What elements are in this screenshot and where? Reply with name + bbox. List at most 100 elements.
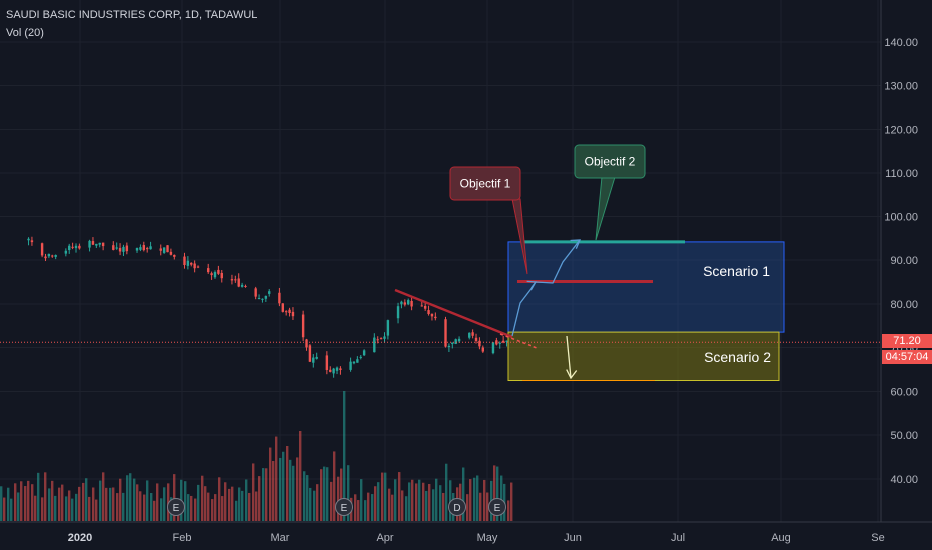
x-tick-label: Se bbox=[871, 532, 884, 544]
objectif-1-callout-text: Objectif 1 bbox=[460, 177, 511, 191]
candle-body bbox=[373, 337, 376, 353]
candle-body bbox=[240, 284, 244, 287]
candle-body bbox=[468, 332, 471, 338]
y-tick-label: 50.00 bbox=[890, 430, 918, 442]
candle-body bbox=[332, 368, 335, 374]
volume-bar bbox=[323, 466, 326, 521]
candle-body bbox=[257, 298, 261, 300]
volume-bar bbox=[71, 498, 74, 521]
volume-bar bbox=[129, 473, 132, 521]
price-axis: 140.00 130.00 120.00 110.00 100.00 90.00 80.00… bbox=[880, 0, 932, 550]
candle-body bbox=[454, 339, 457, 344]
candle-body bbox=[278, 292, 281, 304]
volume-bar bbox=[401, 490, 404, 521]
candle-body bbox=[362, 350, 366, 356]
candle-body bbox=[325, 355, 329, 370]
candle-body bbox=[386, 320, 390, 336]
candle-body bbox=[301, 314, 305, 338]
event-marker-text: E bbox=[494, 503, 501, 514]
candle-body bbox=[400, 301, 403, 305]
candles bbox=[27, 236, 508, 378]
volume-bar bbox=[483, 479, 486, 521]
trend-projection-line bbox=[499, 333, 538, 349]
candle-body bbox=[505, 340, 508, 342]
volume-bar bbox=[58, 487, 61, 521]
candle-body bbox=[118, 247, 122, 252]
last-price-tag: 71.20 bbox=[882, 334, 932, 348]
volume-bar bbox=[221, 496, 224, 521]
volume-bar bbox=[473, 477, 476, 521]
volume-bar bbox=[462, 467, 465, 521]
volume-bar bbox=[286, 446, 289, 521]
volume-bar bbox=[14, 483, 17, 521]
candle-body bbox=[149, 246, 152, 250]
symbol-title[interactable]: SAUDI BASIC INDUSTRIES CORP, 1D, TADAWUL bbox=[6, 9, 258, 21]
candle-body bbox=[264, 295, 268, 299]
volume-bar bbox=[279, 457, 282, 521]
candle-body bbox=[44, 256, 47, 259]
candle-body bbox=[339, 368, 342, 370]
x-tick-label: Apr bbox=[376, 532, 393, 544]
candle-body bbox=[359, 356, 362, 358]
volume-bar bbox=[411, 479, 414, 521]
volume-bar bbox=[333, 451, 336, 521]
volume-bar bbox=[425, 490, 428, 521]
volume-bar bbox=[85, 478, 88, 521]
volume-bar bbox=[136, 484, 139, 521]
volume-bar bbox=[65, 496, 68, 521]
candle-body bbox=[74, 245, 78, 249]
volume-bar bbox=[75, 493, 78, 521]
candle-body bbox=[383, 336, 386, 339]
volume-bar bbox=[466, 494, 469, 521]
price-axis-bg bbox=[881, 0, 932, 550]
volume-bar bbox=[289, 459, 292, 521]
volume-bar bbox=[3, 497, 6, 521]
volume-bar bbox=[231, 486, 234, 521]
candle-body bbox=[88, 240, 91, 248]
volume-bar bbox=[313, 490, 316, 521]
volume-bar bbox=[343, 391, 346, 521]
time-axis: 2020 Feb Mar Apr May Jun Jul Aug Se bbox=[0, 521, 932, 550]
candle-body bbox=[230, 279, 234, 281]
candle-body bbox=[190, 262, 193, 265]
volume-bar bbox=[0, 486, 3, 521]
volume-bar bbox=[7, 487, 10, 521]
volume-indicator-label[interactable]: Vol (20) bbox=[6, 27, 44, 39]
volume-bar bbox=[507, 500, 510, 521]
y-tick-label: 60.00 bbox=[890, 387, 918, 399]
candle-body bbox=[135, 248, 139, 251]
candle-body bbox=[101, 242, 105, 247]
volume-bar bbox=[439, 485, 442, 521]
volume-bar bbox=[469, 479, 472, 521]
candle-body bbox=[159, 248, 162, 251]
x-tick-label: Jul bbox=[671, 532, 685, 544]
volume-bar bbox=[381, 472, 384, 521]
volume-bar bbox=[449, 480, 452, 521]
volume-bar bbox=[309, 487, 312, 521]
candle-body bbox=[237, 278, 240, 287]
candle-body bbox=[71, 246, 74, 248]
volume-bar bbox=[292, 465, 295, 521]
candle-body bbox=[478, 340, 481, 347]
candle-body bbox=[27, 238, 30, 241]
volume-bar bbox=[422, 482, 425, 521]
event-marker: D bbox=[448, 498, 466, 516]
volume-bar bbox=[340, 468, 343, 521]
volume-bar bbox=[445, 463, 448, 521]
candle-body bbox=[396, 306, 400, 319]
event-marker-circle bbox=[167, 498, 185, 516]
y-tick-label: 110.00 bbox=[885, 168, 918, 180]
candle-body bbox=[169, 251, 173, 255]
volume-bar bbox=[320, 469, 323, 521]
x-tick-label: Aug bbox=[771, 532, 791, 544]
volume-bar bbox=[418, 479, 421, 521]
downtrend-line bbox=[394, 288, 513, 339]
volume-bar bbox=[377, 482, 380, 521]
candle-body bbox=[444, 319, 447, 347]
volume-bar bbox=[126, 475, 129, 521]
volume-bar bbox=[282, 451, 285, 521]
candle-body bbox=[451, 342, 454, 345]
volume-bar bbox=[88, 496, 91, 521]
volume-bar bbox=[408, 482, 411, 521]
